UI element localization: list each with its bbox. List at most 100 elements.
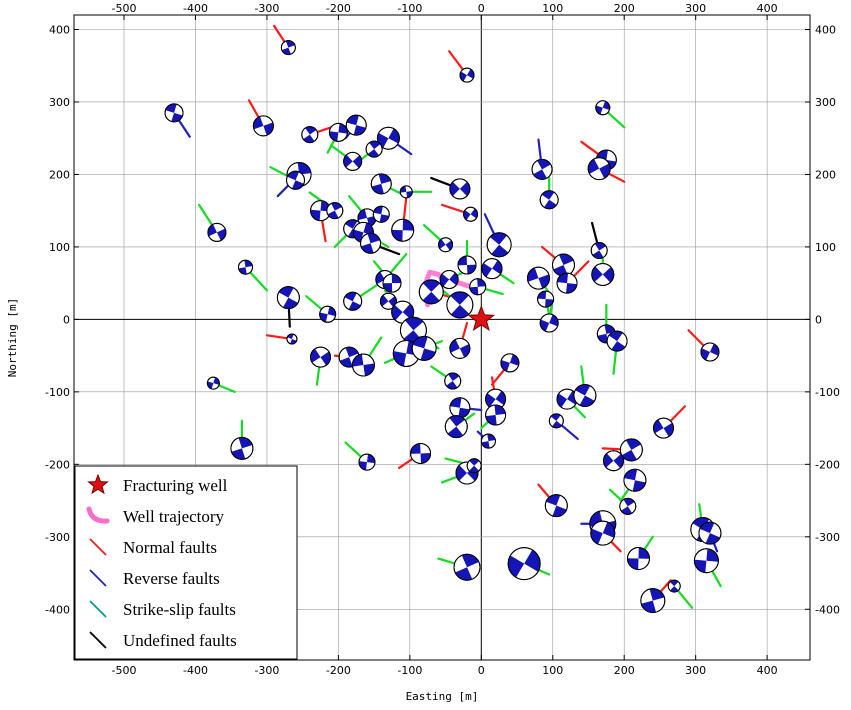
beach-ball-quadrant xyxy=(391,304,403,321)
beach-ball xyxy=(486,232,512,258)
beach-ball xyxy=(280,40,296,56)
beach-ball xyxy=(606,330,628,352)
beach-ball-rim xyxy=(379,292,397,310)
x-tick-label-bottom: -400 xyxy=(183,664,208,677)
beach-ball-quadrant xyxy=(481,441,490,449)
beach-ball-rim xyxy=(444,415,468,439)
beach-ball xyxy=(539,190,559,210)
beach-ball-quadrant xyxy=(627,558,639,570)
beach-ball-quadrant xyxy=(393,351,407,367)
beach-ball-quadrant xyxy=(470,208,478,219)
beach-ball-quadrant xyxy=(283,297,299,309)
beach-ball-rim xyxy=(411,335,437,361)
beach-ball xyxy=(463,206,479,222)
beach-ball-rim xyxy=(418,279,444,305)
beach-ball-rim xyxy=(590,520,616,546)
beach-ball-quadrant xyxy=(552,420,562,428)
y-tick-label-right: 100 xyxy=(815,241,836,254)
y-tick-label-right: 200 xyxy=(815,168,836,181)
beach-ball-quadrant xyxy=(604,324,616,334)
x-tick-label-top: 100 xyxy=(542,2,563,15)
beach-ball-quadrant xyxy=(345,219,358,229)
beach-ball xyxy=(590,242,608,260)
beach-ball-quadrant xyxy=(352,155,362,169)
y-tick-label-right: 0 xyxy=(815,313,822,326)
beach-ball-quadrant xyxy=(449,272,459,286)
beach-ball xyxy=(446,291,474,319)
beach-ball xyxy=(399,185,413,199)
beach-ball-quadrant xyxy=(391,229,403,242)
beach-ball-rim xyxy=(544,494,568,518)
beach-ball xyxy=(328,122,348,142)
plot-frame xyxy=(73,14,811,661)
beach-ball-quadrant xyxy=(621,506,633,515)
beach-ball-quadrant xyxy=(621,449,637,461)
beach-ball xyxy=(640,588,666,614)
beach-ball-quadrant xyxy=(344,292,357,302)
beach-ball-rim xyxy=(463,206,479,222)
beach-ball xyxy=(619,497,637,515)
beach-ball-quadrant xyxy=(410,443,421,454)
beach-ball-quadrant xyxy=(310,209,321,221)
beach-ball-quadrant xyxy=(541,190,555,200)
beach-ball-rim xyxy=(539,190,559,210)
beach-ball-quadrant xyxy=(400,185,407,193)
beach-ball-quadrant xyxy=(463,210,471,220)
beach-ball-rim xyxy=(449,178,471,200)
beach-ball-quadrant xyxy=(533,169,547,180)
beach-ball xyxy=(310,346,332,368)
y-tick-label-left: 0 xyxy=(63,313,70,326)
beach-ball-quadrant xyxy=(379,214,390,223)
beach-ball-rim xyxy=(667,579,681,593)
y-tick-label-right: 400 xyxy=(815,23,836,36)
beach-ball-quadrant xyxy=(482,263,493,277)
beach-ball xyxy=(276,286,300,310)
beach-ball-quadrant xyxy=(537,291,547,300)
beach-ball xyxy=(698,521,722,545)
beach-ball-rim xyxy=(343,151,363,171)
beach-ball xyxy=(372,205,390,223)
y-tick-label-left: -200 xyxy=(45,458,70,471)
beach-ball-quadrant xyxy=(320,351,331,366)
beach-ball xyxy=(343,151,363,171)
legend-label: Normal faults xyxy=(123,538,217,557)
beach-ball-quadrant xyxy=(327,210,339,219)
beach-ball xyxy=(591,262,615,286)
beach-ball xyxy=(500,353,520,373)
beach-ball-quadrant xyxy=(550,413,561,421)
y-tick-label-left: 400 xyxy=(49,23,70,36)
beach-ball xyxy=(531,158,553,180)
beach-ball-rim xyxy=(459,67,475,83)
beach-ball-quadrant xyxy=(343,154,353,168)
beach-ball-rim xyxy=(619,438,643,462)
beach-ball-quadrant xyxy=(216,228,226,241)
beach-ball-rim xyxy=(276,286,300,310)
beach-ball-quadrant xyxy=(485,393,496,408)
beach-ball-rim xyxy=(469,278,487,296)
beach-ball xyxy=(455,461,479,485)
x-axis-label: Easting [m] xyxy=(406,690,479,703)
beach-ball-quadrant xyxy=(461,554,479,568)
legend-line-icon xyxy=(89,600,107,618)
beach-ball-quadrant xyxy=(327,306,336,317)
y-tick-label-right: -400 xyxy=(815,603,840,616)
beach-ball xyxy=(286,333,298,345)
beach-ball xyxy=(411,335,437,361)
y-tick-label-left: -300 xyxy=(45,531,70,544)
beach-ball-rim xyxy=(372,205,390,223)
beach-ball-quadrant xyxy=(329,131,339,142)
beach-ball-quadrant xyxy=(624,469,638,481)
beach-ball xyxy=(358,453,376,471)
beach-ball-rim xyxy=(343,291,363,311)
beach-ball-rim xyxy=(345,114,367,136)
beach-ball-rim xyxy=(457,255,477,275)
beach-ball xyxy=(439,270,459,290)
beach-ball xyxy=(351,353,375,377)
beach-ball-quadrant xyxy=(449,415,465,427)
x-tick-label-top: -200 xyxy=(326,2,351,15)
beach-ball-quadrant xyxy=(348,301,361,311)
beach-ball xyxy=(627,547,651,571)
beach-ball xyxy=(485,388,507,410)
beach-ball-quadrant xyxy=(524,549,541,572)
beach-ball-rim xyxy=(206,376,220,390)
